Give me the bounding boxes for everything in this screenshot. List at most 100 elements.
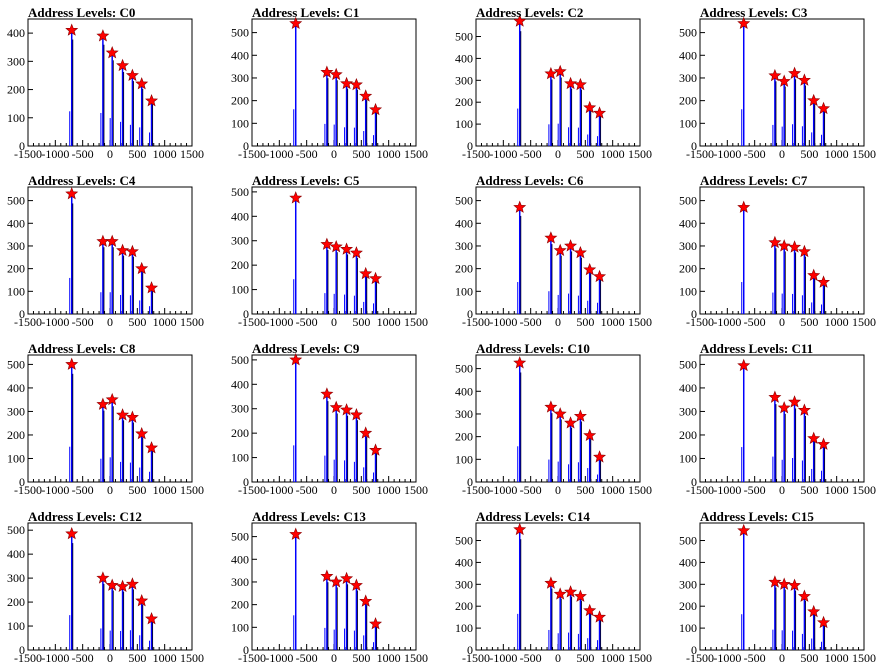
peak-marker-star (573, 245, 587, 259)
y-tick-label: 400 (7, 216, 25, 230)
peak-marker-star (564, 76, 578, 90)
x-tick-label: 1000 (377, 147, 401, 161)
x-tick-label: -500 (520, 483, 542, 497)
y-tick-label: 500 (231, 26, 249, 40)
peak-marker-star (105, 578, 119, 591)
peak-marker-star (359, 426, 373, 439)
chart-title: Address Levels: C14 (476, 509, 590, 524)
peak-marker-star (320, 65, 334, 78)
x-tick-label: 1000 (825, 483, 849, 497)
x-tick-label: 500 (800, 483, 818, 497)
y-tick-label: 300 (231, 575, 249, 589)
y-tick-label: 400 (231, 48, 249, 62)
x-tick-label: -500 (744, 147, 766, 161)
y-tick-label: 100 (7, 451, 25, 465)
peak-marker-star (564, 416, 578, 429)
x-tick-label: -500 (72, 651, 94, 665)
x-tick-label: 500 (128, 483, 146, 497)
y-tick-label: 0 (467, 307, 473, 321)
x-tick-label: -500 (744, 315, 766, 329)
chart-panel: 0 100 200 300 400 500 -1500 -1000 -500 0 500 1000 15… (0, 168, 224, 336)
peak-marker-star (737, 358, 751, 372)
y-tick-label: 200 (679, 599, 697, 613)
y-tick-label: 0 (243, 643, 249, 657)
y-tick-label: 0 (467, 139, 473, 153)
y-tick-label: 500 (7, 523, 25, 537)
x-tick-label: -500 (744, 651, 766, 665)
y-tick-label: 0 (19, 307, 25, 321)
y-tick-label: 0 (19, 475, 25, 489)
y-tick-label: 300 (679, 577, 697, 591)
y-tick-label: 300 (679, 239, 697, 253)
chart-title: Address Levels: C13 (252, 509, 366, 524)
peak-marker-star (513, 356, 527, 369)
peak-marker-star (777, 577, 791, 590)
peak-marker-star (564, 239, 578, 252)
peak-marker-star (593, 269, 607, 283)
x-tick-label: 500 (800, 651, 818, 665)
peak-marker-star (65, 526, 79, 540)
y-tick-label: 200 (455, 95, 473, 109)
peak-marker-star (593, 106, 607, 119)
peak-marker-star (340, 76, 354, 90)
x-tick-label: 500 (352, 651, 370, 665)
chart-title: Address Levels: C7 (700, 173, 808, 188)
y-tick-label: 0 (467, 643, 473, 657)
y-tick-label: 0 (691, 307, 697, 321)
x-tick-label: 1500 (180, 147, 204, 161)
peak-marker-star (105, 46, 119, 59)
peak-marker-star (116, 58, 130, 72)
x-tick-label: -500 (520, 315, 542, 329)
y-tick-label: 100 (455, 621, 473, 635)
y-tick-label: 400 (231, 209, 249, 223)
x-tick-label: 1500 (628, 483, 652, 497)
peak-marker-star (817, 275, 831, 288)
y-tick-label: 0 (243, 475, 249, 489)
peak-marker-star (105, 392, 119, 406)
x-tick-label: 0 (779, 147, 785, 161)
peak-marker-star (553, 243, 567, 257)
peak-marker-star (320, 237, 334, 250)
chart-title: Address Levels: C3 (700, 5, 808, 20)
peak-marker-star (359, 266, 373, 280)
y-tick-label: 100 (7, 111, 25, 125)
x-tick-label: 0 (107, 651, 113, 665)
y-tick-label: 500 (455, 30, 473, 44)
x-tick-label: -500 (296, 147, 318, 161)
chart-panel: 0 100 200 300 400 500 -1500 -1000 -500 0 500 1000 15… (224, 168, 448, 336)
chart-title: Address Levels: C8 (28, 341, 136, 356)
peak-marker-star (573, 589, 587, 602)
y-tick-label: 200 (231, 258, 249, 272)
chart-panel: 0 100 200 300 400 500 -1500 -1000 -500 0 500 1000 15… (224, 336, 448, 504)
peak-marker-star (125, 577, 139, 590)
y-tick-label: 500 (455, 362, 473, 376)
x-tick-label: 0 (555, 147, 561, 161)
x-tick-label: -1000 (265, 483, 293, 497)
peak-marker-star (807, 431, 821, 445)
peak-marker-star (340, 403, 354, 416)
x-tick-label: -1500 (14, 147, 42, 161)
x-tick-label: -500 (296, 651, 318, 665)
peak-marker-star (573, 409, 587, 422)
chart-svg: 0 100 200 300 400 500 -1500 -1000 -500 0 500 1000 15… (231, 185, 428, 329)
x-tick-label: 1000 (825, 147, 849, 161)
x-tick-label: -500 (296, 315, 318, 329)
peak-marker-star (349, 77, 363, 91)
peak-marker-star (329, 400, 343, 414)
y-tick-label: 300 (455, 239, 473, 253)
y-tick-label: 100 (455, 117, 473, 131)
peak-marker-star (369, 617, 383, 630)
x-tick-label: -1500 (14, 483, 42, 497)
peak-marker-star (125, 68, 139, 81)
x-tick-label: 500 (576, 147, 594, 161)
peak-marker-star (65, 23, 79, 36)
peak-marker-star (513, 14, 527, 27)
peak-marker-star (65, 186, 79, 200)
y-tick-label: 100 (455, 452, 473, 466)
chart-svg: 0 100 200 300 400 500 -1500 -1000 -500 0 500 1000 15… (7, 186, 204, 329)
y-tick-label: 200 (231, 94, 249, 108)
peak-marker-star (329, 67, 343, 81)
x-tick-label: -1500 (238, 483, 266, 497)
x-tick-label: 500 (352, 147, 370, 161)
x-tick-label: -1000 (713, 483, 741, 497)
